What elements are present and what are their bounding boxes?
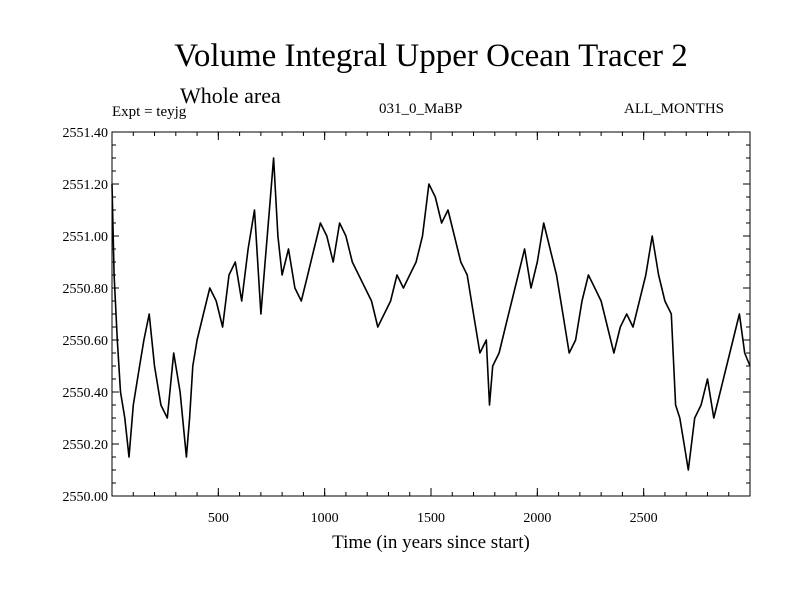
chart-title: Volume Integral Upper Ocean Tracer 2 xyxy=(174,38,688,74)
months-label: ALL_MONTHS xyxy=(624,101,724,117)
experiment-label: Expt = teyjg xyxy=(112,104,187,120)
y-tick-label: 2550.80 xyxy=(63,282,109,297)
y-tick-label: 2551.00 xyxy=(63,230,109,245)
x-axis-label: Time (in years since start) xyxy=(332,532,530,553)
y-tick-label: 2550.60 xyxy=(63,334,109,349)
x-tick-label: 2000 xyxy=(523,511,551,526)
y-tick-label: 2550.20 xyxy=(63,438,109,453)
x-tick-label: 2500 xyxy=(630,511,658,526)
y-tick-label: 2550.00 xyxy=(63,490,109,505)
x-tick-label: 1500 xyxy=(417,511,445,526)
run-label: 031_0_MaBP xyxy=(379,101,463,117)
chart-subtitle: Whole area xyxy=(180,83,281,108)
y-tick-label: 2550.40 xyxy=(63,386,109,401)
x-tick-label: 500 xyxy=(208,511,229,526)
y-tick-label: 2551.40 xyxy=(63,126,109,141)
x-tick-label: 1000 xyxy=(311,511,339,526)
series-line-tracer-2 xyxy=(111,157,751,471)
y-tick-label: 2551.20 xyxy=(63,178,109,193)
